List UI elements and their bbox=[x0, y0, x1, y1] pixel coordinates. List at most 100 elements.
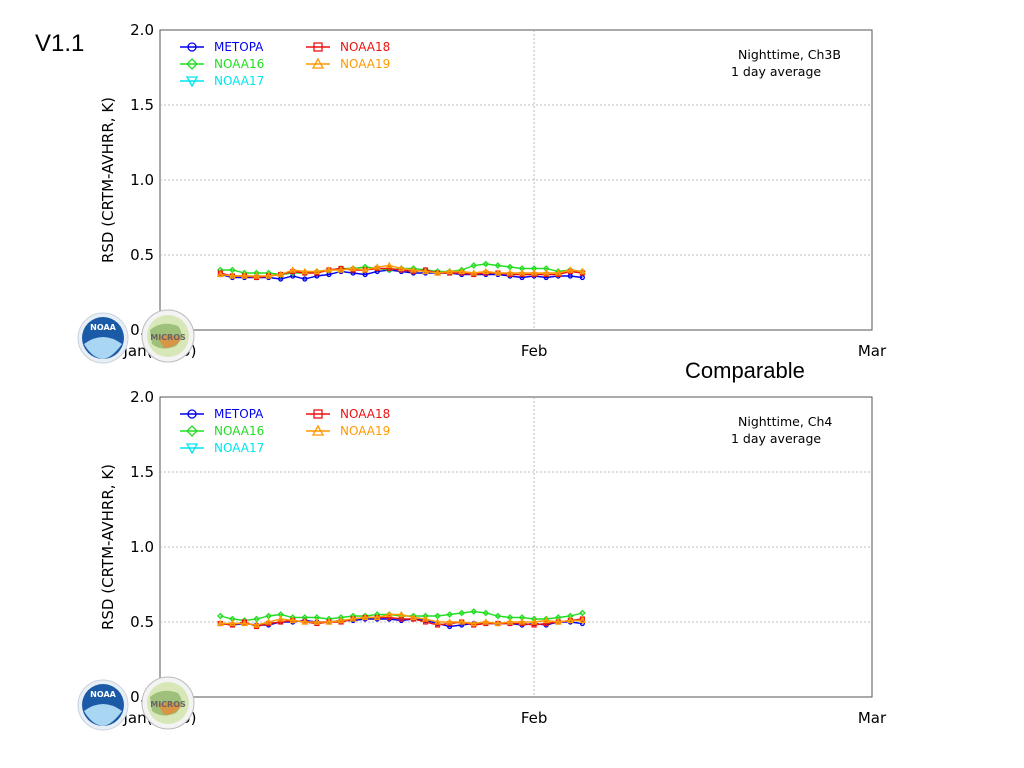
data-point bbox=[518, 269, 526, 276]
data-point bbox=[494, 262, 502, 269]
x-tick-label: Mar bbox=[858, 342, 887, 360]
legend-marker bbox=[186, 425, 198, 437]
data-point bbox=[543, 274, 549, 281]
version-label: V1.1 bbox=[35, 30, 85, 57]
legend-marker bbox=[186, 58, 198, 70]
data-point bbox=[290, 273, 296, 279]
legend-entry: NOAA19 bbox=[340, 424, 390, 438]
series-line-noaa19 bbox=[220, 264, 583, 277]
data-point bbox=[458, 618, 466, 625]
data-point bbox=[530, 618, 538, 625]
data-point bbox=[506, 269, 514, 276]
data-point bbox=[530, 269, 538, 276]
data-point bbox=[302, 276, 308, 282]
micros-logo-heat bbox=[158, 335, 182, 348]
data-point bbox=[397, 610, 405, 618]
data-point bbox=[506, 618, 514, 625]
data-point bbox=[374, 268, 380, 275]
data-point bbox=[277, 270, 285, 278]
data-point bbox=[447, 623, 453, 630]
legend-marker bbox=[187, 409, 197, 419]
noaa-logo: NOAA bbox=[77, 312, 129, 364]
data-point bbox=[578, 267, 586, 275]
data-point bbox=[313, 267, 321, 275]
legend-entry: NOAA16 bbox=[214, 424, 264, 438]
data-point bbox=[482, 260, 490, 268]
data-point bbox=[482, 267, 490, 275]
y-tick-label: 2.0 bbox=[130, 388, 154, 406]
data-point bbox=[567, 273, 573, 279]
data-point bbox=[519, 274, 525, 281]
chart-annotation: 1 day average bbox=[731, 64, 821, 79]
data-point bbox=[386, 265, 392, 272]
x-tick-label: Feb bbox=[521, 709, 548, 727]
series-line-noaa19 bbox=[220, 613, 583, 626]
data-point bbox=[422, 619, 429, 625]
data-point bbox=[446, 267, 454, 275]
data-point bbox=[325, 618, 333, 625]
noaa-logo: NOAA bbox=[77, 679, 129, 731]
data-point bbox=[278, 619, 284, 625]
y-axis-label: RSD (CRTM-AVHRR, K) bbox=[99, 464, 117, 630]
data-point bbox=[470, 269, 478, 276]
data-point bbox=[566, 266, 574, 273]
data-point bbox=[228, 619, 236, 627]
legend-entry: NOAA17 bbox=[214, 74, 264, 88]
y-axis-label: RSD (CRTM-AVHRR, K) bbox=[99, 97, 117, 263]
y-tick-label: 1.5 bbox=[130, 463, 154, 481]
data-point bbox=[373, 263, 381, 270]
data-point bbox=[482, 609, 490, 617]
data-point bbox=[289, 266, 297, 273]
x-tick-label: Mar bbox=[858, 709, 887, 727]
data-point bbox=[361, 613, 369, 621]
legend-entry: NOAA16 bbox=[214, 57, 264, 71]
noaa-logo-text: NOAA bbox=[90, 690, 116, 699]
data-point bbox=[458, 267, 466, 275]
data-point bbox=[349, 264, 357, 272]
data-point bbox=[458, 609, 466, 617]
data-point bbox=[409, 266, 417, 273]
chart-annotation: Nighttime, Ch4 bbox=[738, 414, 832, 429]
data-point bbox=[398, 616, 404, 622]
y-tick-label: 1.0 bbox=[130, 171, 154, 189]
data-point bbox=[240, 272, 248, 279]
legend-entry: NOAA18 bbox=[340, 40, 390, 54]
x-tick-label: Feb bbox=[521, 342, 548, 360]
y-tick-label: 0.5 bbox=[130, 246, 154, 264]
chart-annotation: 1 day average bbox=[731, 431, 821, 446]
chart-annotation: Nighttime, Ch3B bbox=[738, 47, 841, 62]
data-point bbox=[446, 611, 453, 618]
data-point bbox=[301, 618, 309, 625]
data-point bbox=[349, 615, 357, 622]
data-point bbox=[531, 622, 537, 628]
data-point bbox=[385, 261, 393, 269]
data-point bbox=[289, 616, 297, 624]
legend-marker bbox=[311, 424, 325, 436]
data-point bbox=[554, 618, 562, 625]
data-point bbox=[446, 618, 454, 625]
data-point bbox=[566, 616, 574, 624]
data-point bbox=[579, 609, 586, 617]
data-point bbox=[325, 266, 333, 273]
data-point bbox=[409, 613, 417, 621]
comparable-label: Comparable bbox=[685, 358, 805, 383]
y-tick-label: 0.5 bbox=[130, 613, 154, 631]
data-point bbox=[421, 267, 429, 275]
data-point bbox=[386, 614, 392, 621]
data-point bbox=[240, 619, 248, 627]
data-point bbox=[470, 608, 478, 615]
data-point bbox=[434, 622, 441, 628]
legend-entry: NOAA18 bbox=[340, 407, 390, 421]
data-point bbox=[494, 269, 502, 276]
data-point bbox=[434, 618, 442, 625]
micros-logo: MICROS bbox=[141, 676, 195, 730]
legend-entry: NOAA17 bbox=[214, 441, 264, 455]
data-point bbox=[542, 269, 550, 276]
data-point bbox=[337, 266, 345, 273]
noaa-logo-wave bbox=[84, 337, 122, 359]
micros-logo-heat bbox=[158, 702, 182, 715]
data-point bbox=[277, 615, 285, 622]
legend-entry: METOPA bbox=[214, 407, 264, 421]
data-point bbox=[362, 271, 368, 278]
